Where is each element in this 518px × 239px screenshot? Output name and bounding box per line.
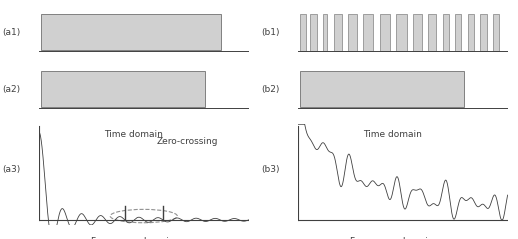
Bar (310, 14, 316, 51)
Text: (a3): (a3) (3, 165, 21, 174)
Text: (a1): (a1) (3, 28, 21, 37)
Text: (b3): (b3) (262, 165, 280, 174)
Text: (b1): (b1) (262, 28, 280, 37)
Bar (480, 14, 487, 51)
Bar (41, 71, 205, 107)
Text: Time domain: Time domain (104, 130, 163, 139)
Bar (442, 14, 449, 51)
Bar (323, 14, 327, 51)
Text: Frequency domain: Frequency domain (92, 237, 175, 239)
Bar (348, 14, 356, 51)
Text: Zero-crossing: Zero-crossing (156, 137, 218, 146)
Bar (300, 14, 306, 51)
Text: (a2): (a2) (3, 85, 21, 94)
Text: (b2): (b2) (262, 85, 280, 94)
Bar (468, 14, 474, 51)
Bar (41, 14, 221, 50)
Bar (300, 71, 464, 107)
Bar (455, 14, 462, 51)
Bar (413, 14, 422, 51)
Text: Frequency domain: Frequency domain (351, 237, 434, 239)
Bar (428, 14, 436, 51)
Bar (380, 14, 390, 51)
Bar (396, 14, 407, 51)
Text: Time domain: Time domain (363, 130, 422, 139)
Bar (363, 14, 373, 51)
Bar (334, 14, 342, 51)
Bar (493, 14, 499, 51)
